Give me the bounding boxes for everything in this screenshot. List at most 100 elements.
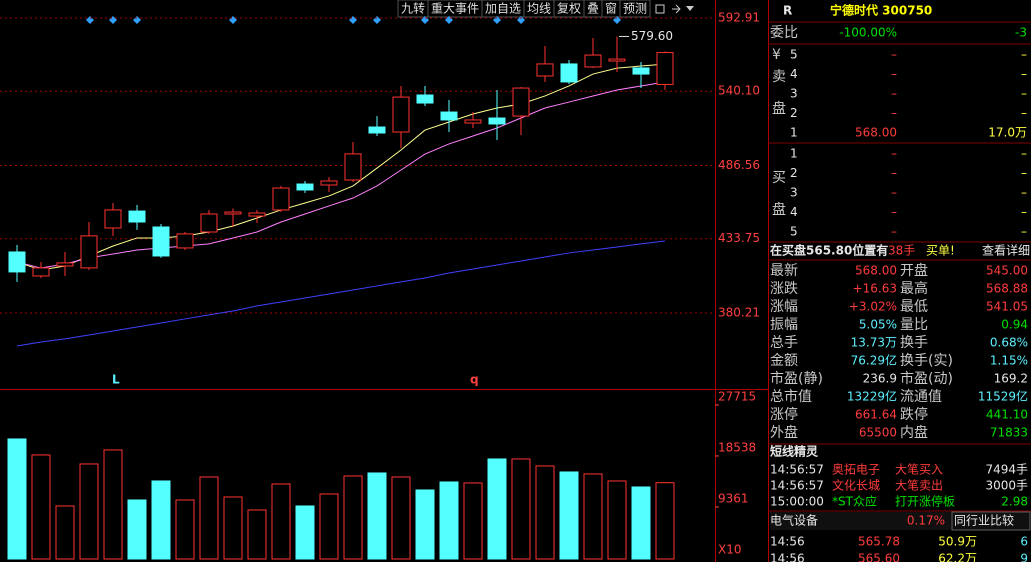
moving-average: [16, 81, 666, 269]
sprite-action: 打开涨停板: [895, 494, 955, 509]
quote-value: 1.15%: [990, 354, 1028, 368]
book-level: 3: [790, 87, 798, 101]
volume-bar: [511, 458, 531, 560]
candle-body: [56, 262, 74, 267]
quote-label: 换手: [900, 334, 928, 351]
y-tick-label: 9361: [718, 491, 749, 505]
book-volume: –: [1021, 67, 1027, 81]
y-tick-label: 27715: [718, 389, 756, 403]
toolbar-button[interactable]: [619, 0, 651, 18]
sell-side-label: ¥: [772, 47, 781, 63]
volume-bar: [439, 481, 459, 560]
toolbar-label[interactable]: 预测: [623, 2, 647, 16]
book-volume: –: [1021, 205, 1027, 219]
volume-bar: [319, 493, 339, 560]
candle-body: [200, 213, 218, 233]
quote-value: 0.68%: [990, 336, 1028, 350]
candle-body: [368, 126, 386, 134]
compare-button[interactable]: [951, 511, 1031, 531]
toolbar-label[interactable]: 均线: [527, 2, 551, 16]
candle-body: [560, 63, 578, 83]
candle-body: [176, 233, 194, 249]
tick-time: 14:56: [770, 535, 805, 549]
quote-label: 涨幅: [770, 299, 798, 315]
volume-bar: [559, 471, 579, 560]
stock-title: 宁德时代 300750: [830, 3, 932, 18]
marker-q: q: [470, 373, 479, 387]
volume-bar: [631, 486, 651, 560]
weibi-diff: -3: [1015, 26, 1027, 40]
volume-bar: [103, 449, 123, 560]
quote-label: 换手(实): [900, 352, 953, 369]
candle-body: [320, 180, 338, 186]
y-tick-label: 486.56: [718, 158, 760, 172]
sprite-time: 14:56:57: [770, 479, 824, 493]
volume-bar: [487, 458, 507, 560]
candle-body: [128, 210, 146, 223]
quote-label: 总手: [770, 335, 798, 351]
tick-volume: 50.9万: [938, 535, 977, 549]
quote-value: 441.10: [986, 408, 1028, 422]
book-level: 2: [790, 106, 798, 120]
buy-side-label: 买: [772, 170, 786, 186]
candle-body: [536, 63, 554, 77]
sprite-value: 3000手: [985, 479, 1028, 493]
quote-value: 76.29亿: [851, 353, 897, 368]
toolbar-label[interactable]: 窗: [605, 2, 617, 16]
book-level: 4: [790, 205, 798, 219]
marker-l: L: [112, 373, 120, 387]
volume-bar: [415, 489, 435, 560]
candle-body: [584, 54, 602, 68]
volume-bar: [127, 499, 147, 560]
tick-price: 565.78: [858, 535, 900, 549]
quote-value: 545.00: [986, 264, 1028, 278]
book-volume: –: [1021, 87, 1027, 101]
toolbar-label[interactable]: 加自选: [485, 2, 521, 16]
moving-average: [16, 63, 666, 271]
book-price: –: [891, 87, 897, 101]
notice-tag: 买单!: [926, 244, 955, 258]
toolbar-label[interactable]: 叠: [587, 2, 599, 16]
quote-value: 0.94: [1001, 318, 1028, 332]
toolbar-label[interactable]: 重大事件: [431, 2, 479, 16]
quote-label: 内盘: [900, 424, 928, 441]
volume-bar: [535, 465, 555, 560]
arrow-icon[interactable]: [672, 4, 681, 14]
quote-label: 最新: [770, 263, 798, 279]
volume-bar: [175, 499, 195, 560]
candle-body: [416, 94, 434, 104]
book-volume: –: [1021, 106, 1027, 120]
candle-body: [104, 209, 122, 229]
sprite-value: 7494手: [985, 463, 1028, 477]
volume-bar: [247, 509, 267, 560]
candle-body: [152, 226, 170, 257]
quote-label: 振幅: [770, 317, 798, 333]
y-tick-label: 18538: [718, 440, 756, 454]
quote-value: 13229亿: [847, 389, 897, 404]
menu-icon[interactable]: [686, 6, 694, 11]
book-level: 1: [790, 147, 798, 161]
quote-value: 568.00: [855, 264, 897, 278]
candle-body: [8, 251, 26, 273]
quote-label: 开盘: [900, 262, 928, 279]
toolbar-label[interactable]: 九转: [401, 1, 425, 16]
book-price: 568.00: [855, 126, 897, 140]
book-volume: –: [1021, 186, 1027, 200]
lock-icon[interactable]: [655, 4, 665, 14]
volume-bar: [583, 473, 603, 560]
candle-body: [392, 96, 410, 133]
notice-text: 在买盘565.80位置有: [770, 243, 888, 258]
toolbar-label[interactable]: 复权: [557, 2, 581, 16]
notice-link[interactable]: 查看详细: [982, 243, 1030, 258]
volume-bar: [199, 476, 219, 560]
code-label: R: [783, 4, 792, 18]
candle-body: [248, 212, 266, 217]
quote-value: +16.63: [853, 282, 897, 296]
volume-bar: [7, 438, 27, 560]
event-marker[interactable]: [517, 16, 525, 24]
quote-label: 量比: [900, 317, 928, 333]
quote-value: 661.64: [855, 408, 897, 422]
volume-bar: [367, 472, 387, 560]
compare-button-label[interactable]: 同行业比较: [954, 513, 1014, 528]
y-tick-label: 540.10: [718, 84, 760, 98]
